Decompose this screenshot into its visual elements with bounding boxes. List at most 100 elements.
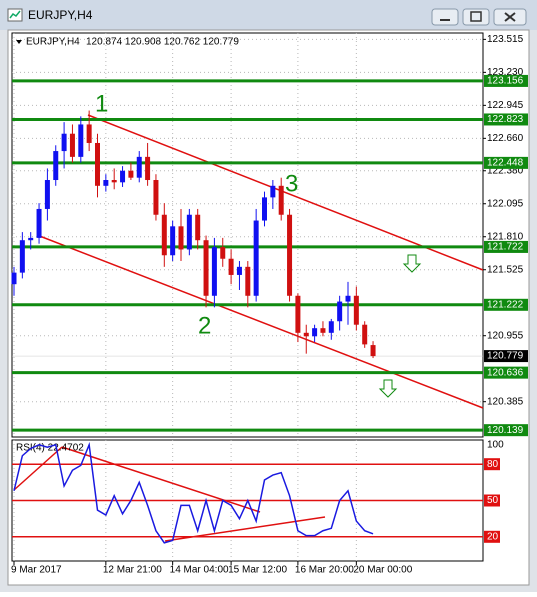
candle-body: [178, 226, 184, 250]
level-label: 122.823: [487, 114, 524, 125]
trend-line: [87, 114, 484, 271]
y-tick-label: 122.660: [487, 133, 524, 144]
annotation: 3: [285, 170, 298, 197]
candle-body: [295, 295, 301, 333]
current-price-bg: [484, 350, 528, 363]
level-label: 122.448: [487, 158, 524, 169]
rsi-level-label: 20: [487, 531, 499, 542]
candle-body: [170, 226, 176, 256]
x-tick-label: 12 Mar 21:00: [103, 565, 162, 576]
rsi-trend-line: [13, 446, 63, 491]
rsi-line: [13, 441, 374, 544]
candle-body: [145, 156, 151, 181]
candle-body: [69, 133, 75, 157]
x-tick-label: 15 Mar 12:00: [228, 565, 287, 576]
y-tick-label: 121.810: [487, 231, 524, 242]
rsi-label: RSI(4) 22.4702: [16, 443, 84, 454]
x-tick-label: 14 Mar 04:00: [170, 565, 229, 576]
candle-body: [262, 197, 267, 221]
level-label: 120.139: [487, 425, 524, 436]
candle-body: [353, 295, 359, 325]
candle-body: [337, 301, 343, 322]
x-tick-label: 9 Mar 2017: [11, 565, 62, 576]
down-arrow: [402, 254, 422, 273]
y-tick-label: 120.955: [487, 330, 524, 341]
y-tick-label: 123.515: [487, 34, 524, 45]
minimize-button[interactable]: [431, 8, 459, 26]
candle-body: [236, 266, 242, 275]
y-tick-label: 121.525: [487, 264, 524, 275]
candle-body: [253, 220, 259, 296]
rsi-level-label: 80: [487, 459, 499, 470]
candle-body: [220, 247, 226, 259]
x-tick-label: 16 Mar 20:00: [295, 565, 354, 576]
level-label-bg: [484, 240, 528, 253]
candle-body: [228, 258, 234, 275]
level-label: 123.156: [487, 76, 524, 87]
candle-body: [19, 240, 25, 273]
candle-body: [211, 247, 217, 296]
down-arrow: [378, 379, 398, 398]
y-tick-label: 122.095: [487, 198, 524, 209]
level-label-bg: [484, 74, 528, 87]
rsi-level-bg: [484, 458, 500, 471]
y-tick-label: 120.385: [487, 396, 524, 407]
candle-body: [120, 170, 126, 183]
candle-body: [53, 151, 59, 181]
maximize-button[interactable]: [462, 8, 490, 26]
candle-body: [287, 214, 293, 296]
x-tick-label: 20 Mar 00:00: [353, 565, 412, 576]
candle-body: [328, 321, 334, 333]
candle-body: [320, 328, 326, 333]
rsi-level-label: 50: [487, 495, 499, 506]
quote-label: 120.874 120.908 120.762 120.779: [86, 37, 239, 48]
level-label-bg: [484, 113, 528, 126]
app-icon-line: [9, 10, 21, 19]
trend-line: [36, 234, 484, 409]
y-tick-label: 123.230: [487, 67, 524, 78]
rsi-level-bg: [484, 530, 500, 543]
candle-body: [186, 214, 192, 250]
main-panel: [11, 32, 484, 438]
level-label: 120.636: [487, 367, 524, 378]
candle-body: [95, 142, 100, 186]
candle-body: [345, 295, 351, 302]
candle-body: [245, 266, 251, 296]
candle-body: [11, 272, 17, 285]
candle-body: [86, 124, 92, 143]
candle-body: [370, 345, 376, 357]
close-icon: [504, 12, 516, 22]
annotation: 1: [95, 90, 108, 117]
y-tick-label: 122.380: [487, 165, 524, 176]
current-price-label: 120.779: [487, 351, 524, 362]
maximize-icon: [470, 11, 482, 22]
candle-body: [153, 180, 159, 215]
candle-body: [36, 208, 42, 238]
candle-body: [111, 180, 117, 183]
level-label-bg: [484, 424, 528, 437]
candle-body: [61, 133, 67, 152]
level-label-bg: [484, 156, 528, 169]
y-tick-label: 122.945: [487, 100, 524, 111]
window-title: EURJPY,H4: [28, 8, 93, 22]
level-label-bg: [484, 298, 528, 311]
annotation: 2: [198, 312, 211, 339]
candle-body: [28, 237, 34, 241]
level-label-bg: [484, 366, 528, 379]
candle-body: [312, 328, 318, 337]
symbol-label: EURJPY,H4: [26, 37, 80, 48]
rsi-tick-label: 100: [487, 440, 504, 451]
candle-body: [203, 240, 209, 296]
level-label: 121.222: [487, 299, 524, 310]
chart-area: [7, 29, 530, 586]
candle-body: [303, 332, 309, 337]
level-label: 121.722: [487, 242, 524, 253]
candle-body: [136, 156, 142, 178]
candle-body: [362, 324, 368, 345]
candle-body: [128, 170, 134, 178]
menu-arrow: [16, 40, 22, 44]
candle-body: [195, 214, 201, 241]
candle-body: [270, 185, 276, 198]
